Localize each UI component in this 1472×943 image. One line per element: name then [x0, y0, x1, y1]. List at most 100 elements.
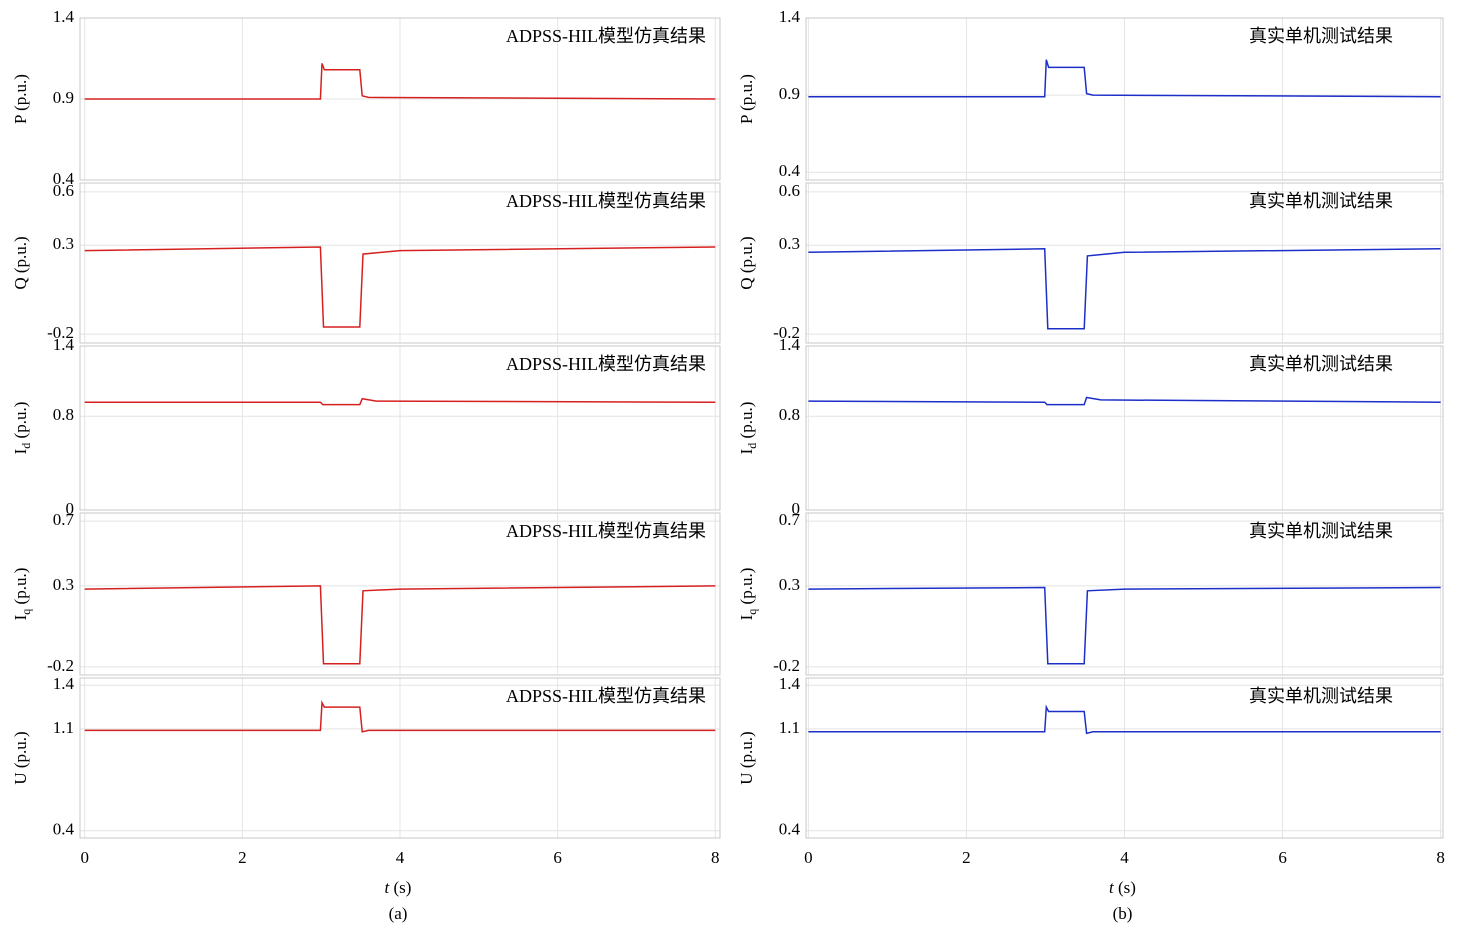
y-label-sub: d: [19, 443, 33, 449]
y-axis-label: Q (p.u.): [737, 236, 756, 289]
y-tick-label: 1.1: [779, 718, 800, 737]
y-axis-label: Q (p.u.): [11, 236, 30, 289]
y-tick-label: -0.2: [47, 323, 74, 342]
y-tick-label: -0.2: [773, 323, 800, 342]
annotation: ADPSS-HIL模型仿真结果: [506, 521, 706, 541]
x-tick-label: 4: [1120, 848, 1129, 867]
y-tick-label: 0.7: [53, 510, 75, 529]
line: [808, 59, 1441, 98]
y-tick-label: 1.4: [779, 674, 801, 693]
y-tick-label: 0.3: [779, 234, 800, 253]
y-axis-label: P (p.u.): [11, 74, 30, 124]
y-tick-label: 0.3: [53, 234, 74, 253]
line: [84, 585, 716, 665]
y-axis-label: Iq (p.u.): [737, 568, 759, 621]
y-tick-label: 0.6: [779, 181, 800, 200]
y-tick-label: 0.9: [53, 88, 74, 107]
plot-frame: [805, 17, 1444, 181]
plot-frame: [79, 17, 721, 181]
y-tick-label: 0.4: [779, 820, 801, 839]
x-tick-label: 6: [1278, 848, 1287, 867]
y-tick-label: 0.6: [53, 181, 74, 200]
y-tick-label: 1.4: [53, 335, 75, 354]
x-label-var: t: [385, 878, 391, 897]
x-tick-label: 2: [238, 848, 247, 867]
line: [808, 248, 1441, 330]
plot-frame: [79, 512, 721, 676]
y-label-main: I: [737, 448, 756, 454]
line: [808, 396, 1441, 406]
y-tick-label: 1.1: [53, 718, 74, 737]
x-tick-label: 8: [711, 848, 720, 867]
y-label-unit: (p.u.): [11, 402, 30, 443]
y-tick-label: 1.4: [53, 674, 75, 693]
x-label-unit: (s): [389, 878, 411, 897]
x-tick-label: 4: [396, 848, 405, 867]
y-tick-label: -0.2: [47, 656, 74, 675]
plot-frame: [79, 677, 721, 839]
y-tick-label: -0.2: [773, 656, 800, 675]
x-tick-label: 6: [553, 848, 562, 867]
y-tick-label: 1.4: [779, 7, 801, 26]
y-tick-label: 0: [792, 499, 801, 518]
x-label-unit: (s): [1114, 878, 1136, 897]
annotation: ADPSS-HIL模型仿真结果: [506, 26, 706, 46]
x-label-var: t: [1109, 878, 1115, 897]
line: [84, 63, 716, 100]
line: [808, 586, 1441, 665]
line: [84, 246, 716, 328]
y-axis-label: Iq (p.u.): [11, 568, 33, 621]
y-label-sub: q: [19, 609, 33, 615]
x-axis-label: t (s): [1109, 878, 1136, 897]
y-label-main: I: [11, 448, 30, 454]
y-axis-label: U (p.u.): [11, 731, 30, 784]
y-tick-label: 0.3: [779, 575, 800, 594]
y-label-sub: q: [745, 609, 759, 615]
line: [84, 699, 716, 733]
y-tick-label: 1.4: [53, 7, 75, 26]
y-label-main: I: [737, 614, 756, 620]
y-label-unit: (p.u.): [737, 402, 756, 443]
plot-frame: [79, 345, 721, 511]
annotation: ADPSS-HIL模型仿真结果: [506, 191, 706, 211]
y-axis-label: Id (p.u.): [11, 402, 33, 455]
y-tick-label: 0.4: [53, 820, 75, 839]
annotation: 真实单机测试结果: [1249, 191, 1393, 211]
y-label-unit: (p.u.): [11, 568, 30, 609]
y-tick-label: 0.9: [779, 84, 800, 103]
y-tick-label: 0.7: [779, 510, 801, 529]
y-label-main: I: [11, 614, 30, 620]
panel-caption: (b): [1113, 904, 1133, 923]
y-label-unit: (p.u.): [737, 568, 756, 609]
x-tick-label: 8: [1436, 848, 1445, 867]
x-tick-label: 0: [804, 848, 813, 867]
panel-caption: (a): [389, 904, 408, 923]
y-tick-label: 0.4: [779, 161, 801, 180]
annotation: 真实单机测试结果: [1249, 26, 1393, 46]
annotation: 真实单机测试结果: [1249, 354, 1393, 374]
y-axis-label: Id (p.u.): [737, 402, 759, 455]
x-tick-label: 2: [962, 848, 971, 867]
plot-frame: [79, 182, 721, 344]
annotation: 真实单机测试结果: [1249, 521, 1393, 541]
y-tick-label: 0.8: [53, 405, 74, 424]
x-tick-label: 0: [80, 848, 89, 867]
y-tick-label: 0: [66, 499, 75, 518]
line: [808, 704, 1441, 735]
annotation: 真实单机测试结果: [1249, 686, 1393, 706]
plot-frame: [805, 512, 1444, 676]
plot-frame: [805, 677, 1444, 839]
plot-frame: [805, 345, 1444, 511]
annotation: ADPSS-HIL模型仿真结果: [506, 354, 706, 374]
plot-frame: [805, 182, 1444, 344]
y-tick-label: 0.8: [779, 405, 800, 424]
y-tick-label: 1.4: [779, 335, 801, 354]
y-tick-label: 0.4: [53, 169, 75, 188]
y-axis-label: U (p.u.): [737, 731, 756, 784]
y-label-sub: d: [745, 443, 759, 449]
y-axis-label: P (p.u.): [737, 74, 756, 124]
y-tick-label: 0.3: [53, 575, 74, 594]
line: [84, 397, 716, 406]
